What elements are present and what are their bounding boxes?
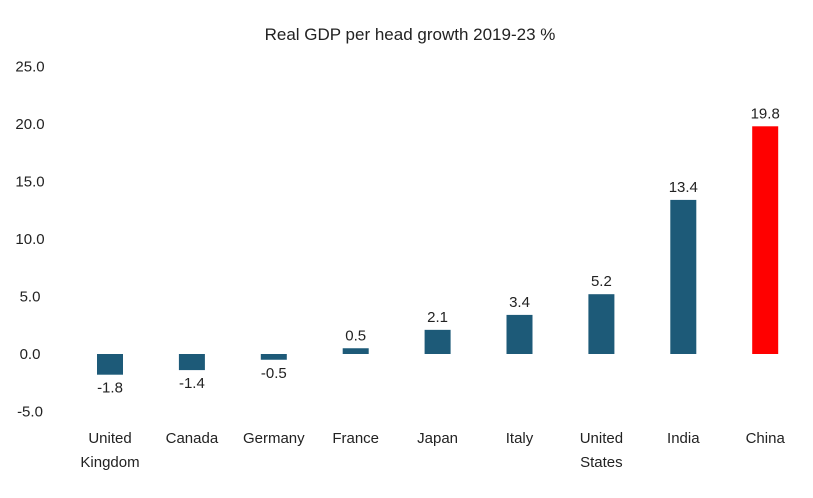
y-tick-label: 25.0: [15, 59, 44, 76]
bar: [752, 126, 779, 354]
x-tick-label: United: [580, 430, 623, 447]
data-label: 3.4: [509, 294, 530, 311]
bar: [178, 354, 205, 371]
x-tick-label: India: [667, 430, 700, 447]
x-tick-label: Italy: [506, 430, 534, 447]
y-tick-label: -5.0: [17, 404, 43, 421]
data-label: 0.5: [345, 327, 366, 344]
bar: [670, 199, 697, 354]
data-label: -1.4: [179, 375, 205, 392]
x-tick-label: France: [332, 430, 379, 447]
bar: [97, 354, 123, 375]
y-tick-label: 0.0: [20, 346, 41, 363]
bar: [342, 348, 369, 354]
data-label: 5.2: [591, 273, 612, 290]
bar: [506, 314, 533, 354]
x-tick-label: Germany: [243, 430, 305, 447]
y-tick-label: 10.0: [15, 231, 44, 248]
x-tick-label: States: [580, 454, 623, 471]
data-label: 13.4: [669, 179, 698, 196]
x-tick-label: China: [746, 430, 786, 447]
data-label: -0.5: [261, 365, 287, 382]
chart-title: Real GDP per head growth 2019-23 %: [265, 25, 556, 44]
data-label: -1.8: [97, 380, 123, 397]
x-tick-label: Kingdom: [80, 454, 139, 471]
bar: [424, 329, 451, 354]
y-tick-label: 15.0: [15, 174, 44, 191]
y-tick-label: 20.0: [15, 116, 44, 133]
x-tick-label: Canada: [166, 430, 219, 447]
data-label: 2.1: [427, 309, 448, 326]
bar: [260, 354, 287, 360]
x-tick-label: United: [88, 430, 131, 447]
y-tick-label: 5.0: [20, 289, 41, 306]
x-tick-label: Japan: [417, 430, 458, 447]
bar: [588, 294, 615, 354]
data-label: 19.8: [751, 105, 780, 122]
